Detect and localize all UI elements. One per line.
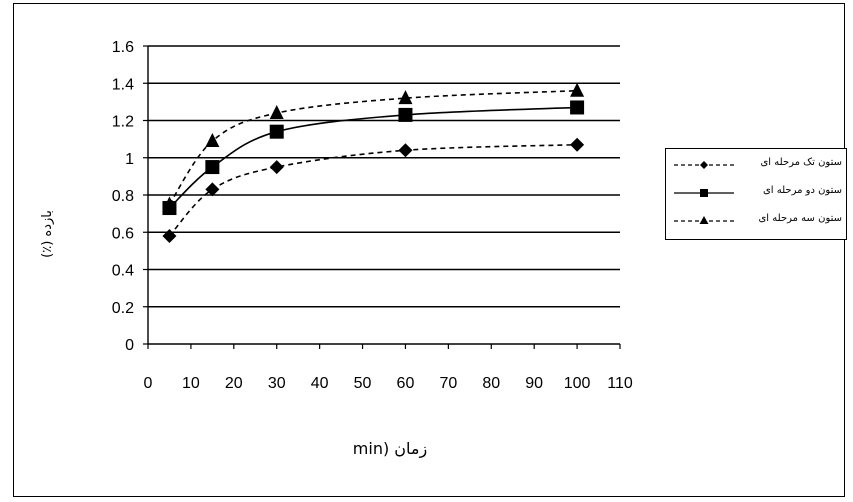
legend-key-diamond-icon [674, 161, 734, 169]
data-point-triangle [162, 196, 177, 211]
data-point-triangle [570, 82, 585, 97]
x-tick-label: 40 [311, 375, 329, 392]
y-axis-title: بازده (٪) [40, 210, 55, 258]
x-tick-label: 0 [144, 375, 153, 392]
x-tick-label: 50 [354, 375, 372, 392]
x-tick-label: 100 [564, 375, 591, 392]
data-point-square [205, 160, 220, 175]
data-point-triangle [398, 90, 413, 105]
data-point-triangle [205, 132, 220, 147]
y-tick-label: 1 [125, 151, 134, 168]
chart-frame [13, 3, 845, 497]
legend-item-single-stage: ستون تک مرحله ای [666, 155, 848, 175]
y-tick-label: 1.2 [112, 114, 134, 131]
series-line-diamond [168, 143, 578, 237]
chart-legend: ستون تک مرحله ای ستون دو مرحله ای ستون س… [665, 148, 847, 240]
data-point-diamond [398, 143, 413, 158]
x-tick-label: 30 [268, 375, 286, 392]
y-tick-label: 0.2 [112, 300, 134, 317]
y-tick-label: 0.8 [112, 188, 134, 205]
x-axis-title: زمان (min [352, 439, 428, 458]
legend-item-three-stage: ستون سه مرحله ای [666, 211, 848, 231]
x-tick-label: 90 [525, 375, 543, 392]
x-tick-label: 60 [397, 375, 415, 392]
y-tick-label: 0 [125, 337, 134, 354]
data-point-square [570, 100, 585, 115]
x-tick-label: 20 [225, 375, 243, 392]
data-point-diamond [162, 228, 177, 243]
x-tick-label: 10 [182, 375, 200, 392]
data-point-triangle [269, 105, 284, 120]
legend-key-triangle-icon [674, 216, 734, 224]
x-tick-label: 70 [439, 375, 457, 392]
y-tick-label: 0.4 [112, 263, 134, 280]
y-tick-label: 0.6 [112, 225, 134, 242]
legend-label: ستون دو مرحله ای [762, 185, 842, 196]
data-point-diamond [269, 160, 284, 175]
x-tick-label: 80 [482, 375, 500, 392]
x-tick-label: 110 [607, 375, 633, 392]
legend-label: ستون تک مرحله ای [760, 157, 842, 168]
legend-item-two-stage: ستون دو مرحله ای [666, 183, 848, 203]
legend-key-square-icon [674, 189, 734, 197]
series-line-triangle [168, 89, 578, 205]
y-tick-label: 1.6 [112, 39, 134, 56]
y-tick-label: 1.4 [112, 76, 134, 93]
data-point-diamond [570, 137, 585, 152]
data-point-diamond [205, 182, 220, 197]
data-point-square [269, 124, 284, 139]
data-point-square [398, 107, 413, 122]
legend-label: ستون سه مرحله ای [758, 213, 842, 224]
